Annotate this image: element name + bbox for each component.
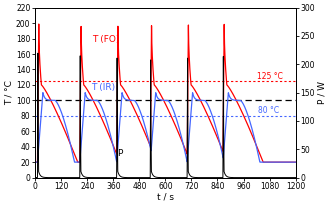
- Text: T (IR): T (IR): [91, 83, 115, 91]
- Text: T (FO): T (FO): [92, 35, 119, 44]
- Y-axis label: P / W: P / W: [318, 81, 327, 104]
- Y-axis label: T / °C: T / °C: [4, 80, 13, 105]
- Text: P: P: [117, 149, 122, 158]
- Text: 80 °C: 80 °C: [258, 107, 279, 116]
- X-axis label: t / s: t / s: [157, 193, 174, 202]
- Text: 125 °C: 125 °C: [257, 72, 282, 81]
